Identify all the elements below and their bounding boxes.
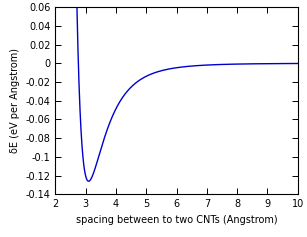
Y-axis label: δE (eV per Angstrom): δE (eV per Angstrom) (10, 48, 20, 153)
X-axis label: spacing between to two CNTs (Angstrom): spacing between to two CNTs (Angstrom) (76, 215, 277, 225)
